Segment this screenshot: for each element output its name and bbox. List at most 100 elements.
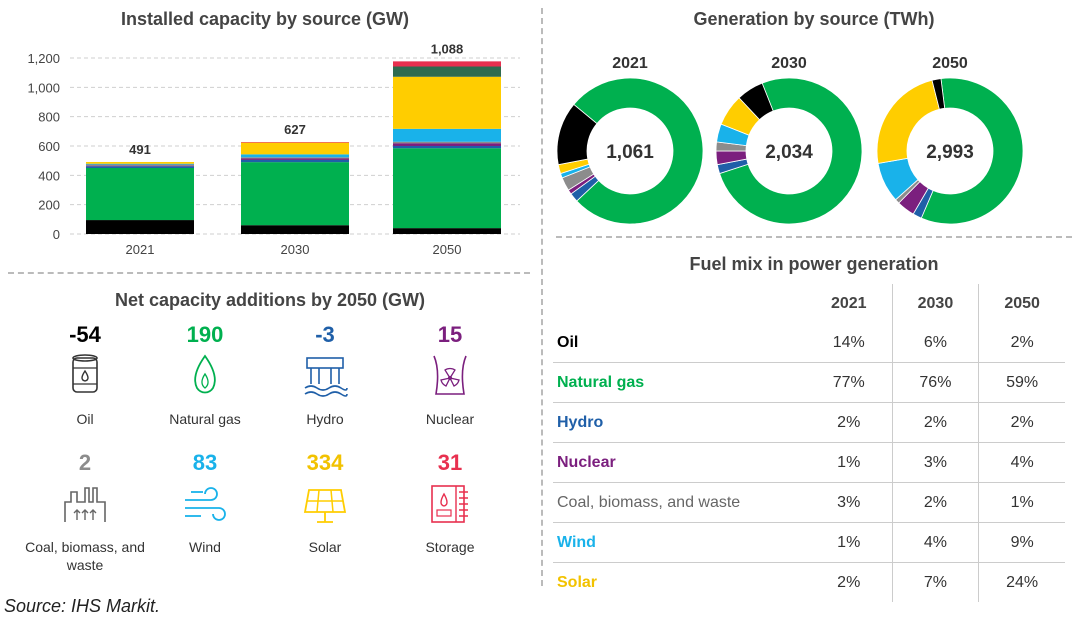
fuel-name: Solar bbox=[557, 573, 598, 591]
donut-slice-gas-2050 bbox=[920, 77, 1024, 225]
fuel-share-cell: 2% bbox=[978, 323, 1065, 363]
additions-title: Net capacity additions by 2050 (GW) bbox=[114, 290, 426, 310]
bar-segment-oil-2050 bbox=[393, 228, 501, 234]
addition-tile-natural-gas: 190 Natural gas bbox=[145, 322, 265, 428]
fuel-share-cell: 2% bbox=[891, 402, 979, 443]
table-header-2030: 2030 bbox=[891, 284, 979, 323]
fuel-share-cell: 1% bbox=[805, 442, 893, 483]
addition-value: 31 bbox=[437, 450, 463, 475]
y-tick-label: 800 bbox=[38, 110, 60, 125]
donut-slice-oil-2021 bbox=[556, 103, 598, 166]
addition-tile-nuclear: 15 Nuclear bbox=[390, 322, 510, 428]
addition-label: Natural gas bbox=[169, 411, 241, 427]
fuel-name: Oil bbox=[553, 323, 806, 363]
donut-year-label: 2021 bbox=[612, 55, 648, 72]
fuel-share-cell: 1% bbox=[805, 522, 893, 563]
bar-segment-solar-2030 bbox=[241, 142, 349, 155]
bar-segment-gas-2050 bbox=[393, 148, 501, 229]
bar-segment-nuclear-2030 bbox=[241, 158, 349, 160]
donut-slice-gas-2021 bbox=[573, 77, 704, 225]
table-header-row: 2021 2030 2050 bbox=[553, 284, 1065, 323]
factory-icon bbox=[64, 487, 106, 522]
fuel-share-cell: 4% bbox=[978, 442, 1065, 483]
battery-storage-icon bbox=[431, 485, 468, 523]
donut-total-label: 1,061 bbox=[606, 142, 654, 163]
bar-chart-title: Installed capacity by source (GW) bbox=[120, 9, 410, 29]
bar-segment-storage-2050 bbox=[393, 61, 501, 67]
addition-value: 15 bbox=[437, 322, 463, 347]
bar-segment-nuclear-2050 bbox=[393, 143, 501, 146]
fuel-share-cell: 77% bbox=[805, 362, 893, 403]
flame-icon bbox=[194, 354, 216, 394]
donut-slice-gas-2030 bbox=[719, 77, 863, 225]
bar-segment-oil-2021 bbox=[86, 220, 194, 234]
addition-tile-coal-biomass-and-waste: 2 Coal, biomass, and waste bbox=[25, 450, 145, 574]
table-header-empty bbox=[553, 284, 806, 323]
fuel-share-cell: 2% bbox=[805, 402, 893, 443]
addition-label: Coal, biomass, and waste bbox=[25, 539, 145, 573]
fuel-share-cell: 6% bbox=[891, 323, 979, 363]
addition-tile-hydro: -3 Hydro bbox=[265, 322, 385, 428]
table-row: Natural gas 77% 76% 59% bbox=[553, 362, 1065, 403]
fuel-mix-table: 2021 2030 2050 Oil 14% 6% 2% Natural gas 77% 7… bbox=[553, 284, 1065, 602]
nuclear-plant-icon bbox=[433, 355, 467, 395]
addition-tile-wind: 83 Wind bbox=[145, 450, 265, 556]
wind-icon bbox=[185, 487, 226, 521]
bar-segment-coal-2021 bbox=[86, 164, 194, 166]
fuel-share-cell: 7% bbox=[891, 562, 979, 602]
donut-year-label: 2030 bbox=[771, 55, 807, 72]
donut-slice-oil-2030 bbox=[738, 82, 774, 121]
table-row: Solar 2% 7% 24% bbox=[553, 562, 1065, 602]
y-tick-label: 600 bbox=[38, 139, 60, 154]
vertical-divider bbox=[541, 8, 543, 586]
bar-total-label: 491 bbox=[129, 142, 151, 157]
fuel-name: Coal, biomass, and waste bbox=[553, 482, 806, 523]
table-row: Hydro 2% 2% 2% bbox=[553, 402, 1065, 443]
solar-panel-icon bbox=[303, 489, 347, 523]
addition-value: -3 bbox=[315, 322, 335, 347]
bar-segment-wind-2030 bbox=[241, 154, 349, 158]
donut-total-label: 2,034 bbox=[765, 142, 813, 163]
bar-segment-gas-2030 bbox=[241, 162, 349, 226]
fuel-name: Natural gas bbox=[553, 362, 806, 403]
bar-segment-hydro-2021 bbox=[86, 166, 194, 168]
fuel-share-cell: 4% bbox=[891, 522, 979, 563]
bar-segment-hydro-2050 bbox=[393, 146, 501, 149]
table-title: Fuel mix in power generation bbox=[689, 254, 939, 274]
table-row: Wind 1% 4% 9% bbox=[553, 522, 1065, 563]
installed-capacity-bar-chart: 0 200 400 600 800 1,000 1,200 491 2021 627 2030 1,0… bbox=[27, 41, 520, 257]
addition-label: Oil bbox=[76, 411, 94, 427]
y-tick-label: 0 bbox=[53, 227, 60, 242]
fuel-share-cell: 3% bbox=[805, 482, 893, 523]
donut-year-label: 2050 bbox=[932, 55, 968, 72]
table-header-2050: 2050 bbox=[978, 284, 1065, 323]
fuel-share-cell: 59% bbox=[978, 362, 1065, 403]
oil-barrel-icon bbox=[72, 354, 98, 393]
addition-tile-oil: -54 Oil bbox=[25, 322, 145, 428]
fuel-share-cell: 24% bbox=[978, 562, 1065, 602]
fuel-name: Hydro bbox=[553, 402, 806, 443]
bar-segment-wind-2050 bbox=[393, 128, 501, 142]
bar-total-label: 627 bbox=[284, 122, 306, 137]
source-note: Source: IHS Markit. bbox=[4, 596, 161, 616]
bar-segment-gas-2021 bbox=[86, 168, 194, 221]
bar-segment-solar-2021 bbox=[86, 161, 194, 164]
bar-segment-solar-2050 bbox=[393, 76, 501, 129]
bar-segment-coal-2030 bbox=[241, 157, 349, 159]
table-header-2021: 2021 bbox=[830, 294, 867, 312]
y-tick-label: 200 bbox=[38, 198, 60, 213]
left-divider bbox=[8, 272, 530, 274]
fuel-share-cell: 2% bbox=[891, 482, 979, 523]
addition-label: Hydro bbox=[306, 411, 344, 427]
bar-total-label: 1,088 bbox=[431, 41, 464, 56]
bar-segment-wind-2021 bbox=[86, 163, 194, 165]
table-row: Oil 14% 6% 2% bbox=[553, 323, 1065, 363]
fuel-share-cell: 76% bbox=[891, 362, 979, 403]
fuel-share-cell: 2% bbox=[978, 402, 1065, 443]
fuel-share-cell: 14% bbox=[805, 323, 893, 363]
fuel-name: Nuclear bbox=[553, 442, 806, 483]
y-tick-label: 400 bbox=[38, 168, 60, 183]
bar-segment-hydro-2030 bbox=[241, 159, 349, 163]
bar-segment-storage-2030 bbox=[241, 142, 349, 143]
bar-segment-other-2050 bbox=[393, 66, 501, 77]
